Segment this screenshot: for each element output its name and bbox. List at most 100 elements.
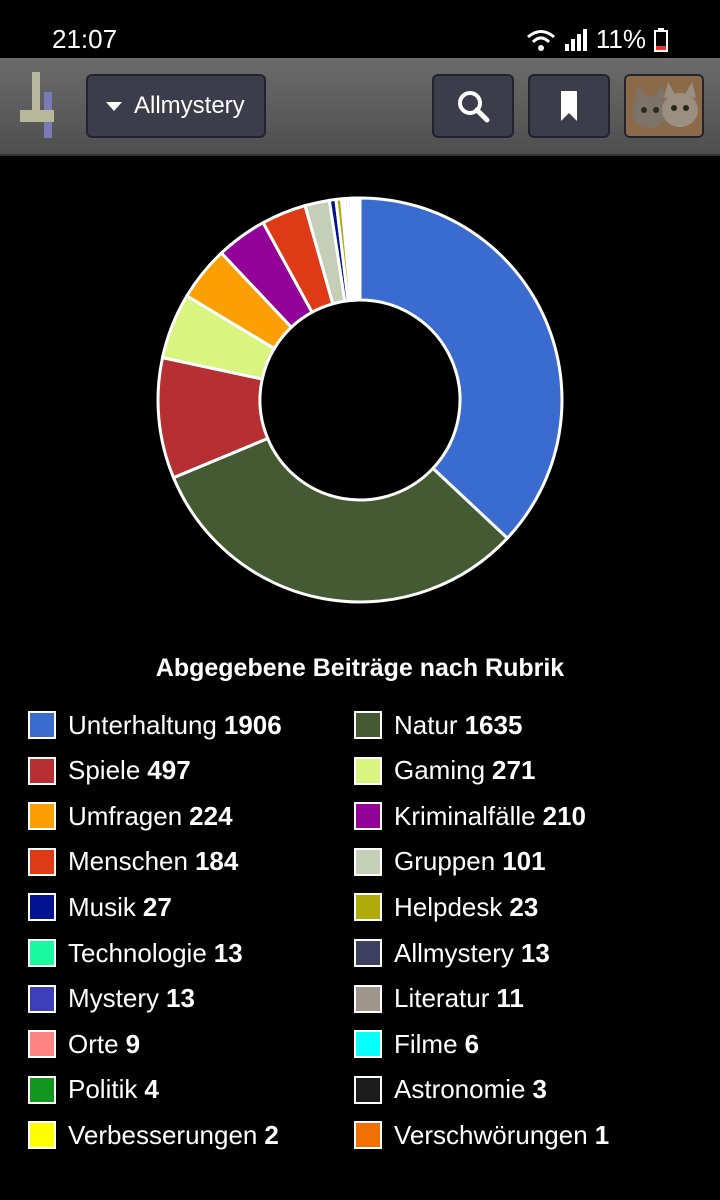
legend-item[interactable]: Politik 4 — [28, 1073, 159, 1107]
legend-label: Musik — [68, 891, 136, 922]
legend-value: 4 — [144, 1074, 159, 1105]
legend-value: 3 — [532, 1074, 547, 1105]
donut-chart — [150, 190, 570, 610]
legend-item[interactable]: Gaming 271 — [354, 754, 535, 788]
status-bar: 21:07 11% — [0, 0, 720, 58]
cat-avatar-icon — [626, 76, 702, 136]
legend-label: Umfragen — [68, 800, 183, 831]
legend-item[interactable]: Mystery 13 — [28, 982, 195, 1016]
legend-swatch — [28, 802, 56, 831]
legend-label: Unterhaltung — [68, 709, 217, 740]
legend-swatch — [354, 1121, 382, 1150]
legend-label: Literatur — [394, 983, 490, 1014]
legend-item[interactable]: Kriminalfälle 210 — [354, 799, 586, 833]
legend-swatch — [354, 1075, 382, 1104]
user-avatar[interactable] — [624, 74, 704, 138]
legend-swatch — [354, 893, 382, 922]
legend-value: 1 — [594, 1119, 610, 1150]
legend-label: Orte — [68, 1028, 119, 1059]
section-dropdown-button[interactable]: Allmystery — [86, 74, 266, 138]
legend-value: 271 — [492, 755, 536, 786]
legend-label: Astronomie — [394, 1074, 526, 1105]
legend-label: Natur — [394, 709, 458, 740]
legend-value: 11 — [496, 983, 524, 1014]
legend-label: Verschwörungen — [394, 1119, 588, 1150]
legend-label: Helpdesk — [394, 891, 503, 922]
legend-item[interactable]: Umfragen 224 — [28, 799, 233, 833]
legend-item[interactable]: Natur 1635 — [354, 708, 522, 742]
legend-value: 2 — [264, 1119, 279, 1150]
legend-value: 224 — [189, 800, 233, 831]
legend-item[interactable]: Filme 6 — [354, 1027, 479, 1061]
legend-swatch — [28, 847, 56, 876]
legend-item[interactable]: Verschwörungen 1 — [354, 1118, 609, 1152]
legend-swatch — [28, 1030, 56, 1059]
battery-percent: 11% — [595, 24, 646, 54]
donut-chart-svg — [156, 196, 564, 604]
legend-item[interactable]: Orte 9 — [28, 1027, 140, 1061]
donut-slice-natur[interactable] — [171, 436, 510, 604]
status-time: 21:07 — [52, 24, 118, 54]
legend-value: 101 — [502, 846, 546, 877]
legend-swatch — [28, 939, 56, 967]
legend-swatch — [354, 711, 382, 739]
legend-label: Verbesserungen — [68, 1119, 258, 1150]
legend-value: 27 — [142, 891, 172, 922]
caret-down-icon — [106, 101, 122, 111]
section-dropdown-label: Allmystery — [134, 92, 245, 119]
legend-value: 1635 — [464, 709, 523, 740]
legend-value: 210 — [542, 800, 586, 831]
legend-value: 6 — [464, 1028, 480, 1059]
search-button[interactable] — [432, 74, 514, 138]
legend-swatch — [28, 1075, 56, 1104]
legend-swatch — [28, 711, 56, 739]
legend-item[interactable]: Allmystery 13 — [354, 936, 550, 970]
legend-label: Politik — [68, 1074, 138, 1105]
legend-item[interactable]: Menschen 184 — [28, 845, 238, 879]
legend-swatch — [354, 984, 382, 1013]
legend-label: Kriminalfälle — [394, 800, 536, 831]
legend-item[interactable]: Musik 27 — [28, 890, 172, 924]
legend-swatch — [354, 756, 382, 785]
legend-value: 23 — [509, 891, 539, 922]
legend-label: Mystery — [68, 983, 159, 1014]
legend-item[interactable]: Verbesserungen 2 — [28, 1118, 279, 1152]
status-icons: 11% — [526, 24, 668, 55]
legend-label: Technologie — [68, 937, 207, 968]
legend-swatch — [354, 802, 382, 831]
legend-item[interactable]: Helpdesk 23 — [354, 890, 538, 924]
legend-value: 13 — [213, 937, 243, 968]
legend-item[interactable]: Astronomie 3 — [354, 1073, 547, 1107]
legend-value: 184 — [194, 846, 239, 877]
legend-swatch — [28, 984, 56, 1013]
legend-label: Filme — [394, 1028, 458, 1059]
legend-item[interactable]: Technologie 13 — [28, 936, 243, 970]
legend-item[interactable]: Literatur 11 — [354, 982, 524, 1016]
search-icon — [458, 91, 490, 123]
bookmark-icon — [561, 91, 577, 121]
wifi-icon — [526, 29, 555, 51]
legend-value: 9 — [125, 1028, 141, 1059]
legend-value: 1906 — [223, 709, 282, 740]
bookmark-button[interactable] — [528, 74, 610, 138]
legend-item[interactable]: Spiele 497 — [28, 754, 191, 788]
legend-swatch — [354, 847, 382, 876]
legend-value: 497 — [147, 755, 191, 786]
legend-label: Allmystery — [394, 937, 514, 968]
chart-title: Abgegebene Beiträge nach Rubrik — [155, 654, 565, 682]
app-header: Allmystery — [0, 58, 720, 156]
legend-swatch — [28, 1121, 56, 1150]
legend-value: 13 — [520, 937, 550, 968]
legend-item[interactable]: Unterhaltung 1906 — [28, 708, 282, 742]
legend-value: 13 — [166, 983, 195, 1014]
donut-slice-unterhaltung[interactable] — [358, 196, 564, 541]
legend-label: Gaming — [394, 755, 486, 786]
legend-item[interactable]: Gruppen 101 — [354, 845, 546, 879]
legend-swatch — [28, 756, 56, 785]
legend-swatch — [354, 939, 382, 967]
legend-swatch — [354, 1030, 382, 1059]
allmystery-logo-icon[interactable] — [18, 72, 66, 140]
legend-label: Gruppen — [394, 846, 496, 877]
legend-label: Spiele — [68, 755, 141, 786]
signal-icon — [564, 28, 587, 51]
